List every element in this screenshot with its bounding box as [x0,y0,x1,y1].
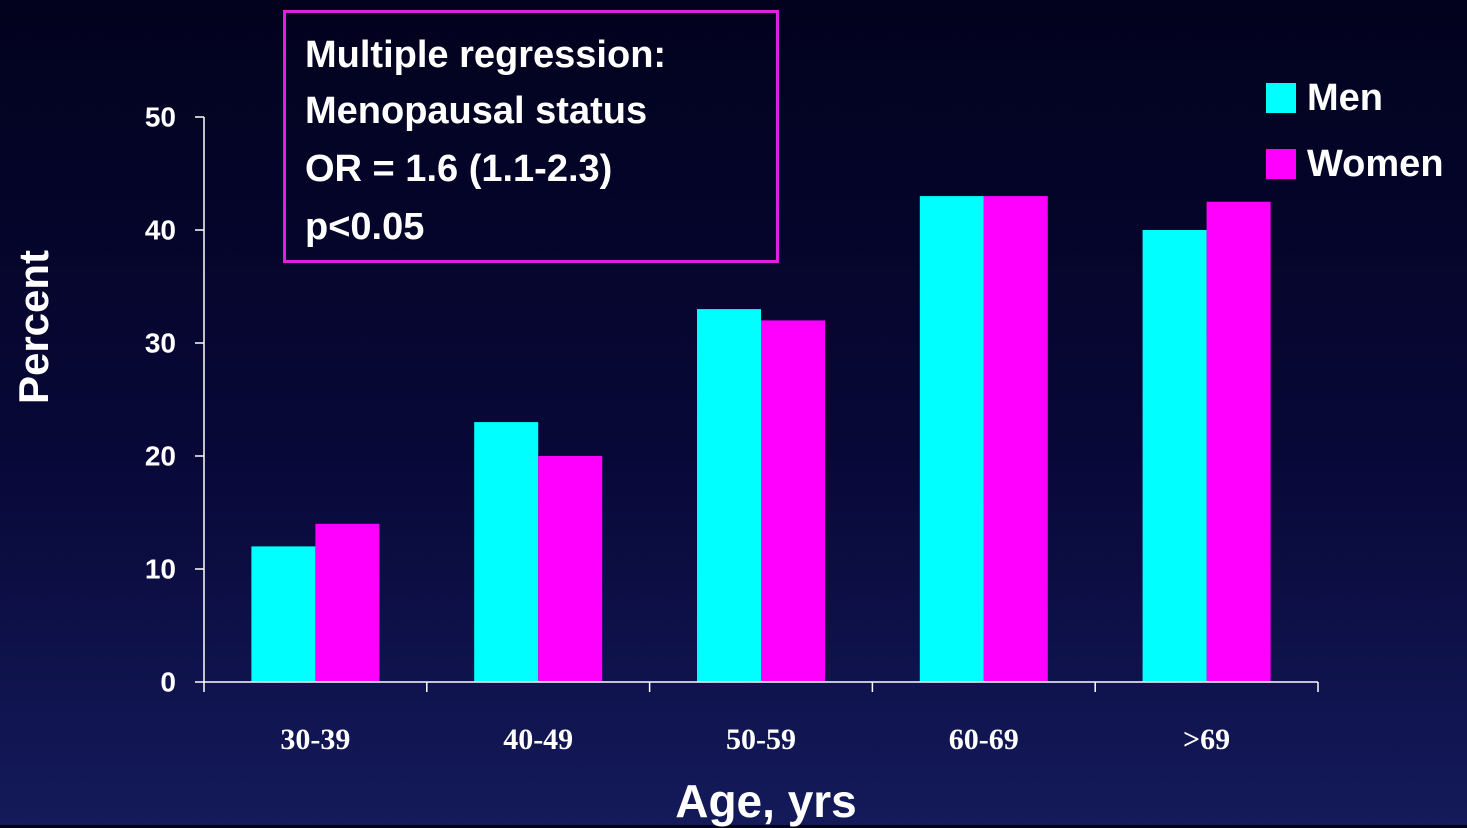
bar-women-1 [315,523,380,682]
y-tick-label-0: 0 [160,667,176,698]
legend-label-women: Women [1307,143,1444,185]
y-tick-label-20: 20 [145,441,176,472]
bar-men-2 [474,422,539,682]
annotation-box [283,10,779,263]
bar-men-3 [697,309,761,682]
bar-men-5 [1142,230,1207,682]
bar-men-4 [919,196,984,682]
annotation-line-2: Menopausal status [305,90,648,132]
bar-women-4 [983,196,1048,682]
legend-label-men: Men [1307,77,1383,119]
legend-swatch-women [1266,149,1296,179]
annotation-line-1: Multiple regression: [305,34,667,76]
annotation-line-3: OR = 1.6 (1.1-2.3) [305,148,613,190]
y-axis-title: Percent [10,249,57,405]
annotation-line-4: p<0.05 [305,206,425,248]
legend-swatch-men [1266,83,1296,113]
bar-women-2 [538,456,603,682]
x-tick-label-3: 50-59 [726,723,796,756]
x-tick-label-4: 60-69 [949,723,1019,756]
x-tick-label-2: 40-49 [503,723,573,756]
y-tick-label-10: 10 [145,554,176,585]
bar-women-3 [761,320,825,682]
x-axis-title: Age, yrs [675,775,857,827]
bar-men-1 [251,546,316,682]
y-tick-label-30: 30 [145,328,176,359]
y-tick-label-40: 40 [145,215,176,246]
bar-women-5 [1206,201,1271,682]
y-tick-label-50: 50 [145,102,176,133]
x-tick-label-1: 30-39 [280,723,350,756]
x-tick-label-5: >69 [1183,723,1230,756]
